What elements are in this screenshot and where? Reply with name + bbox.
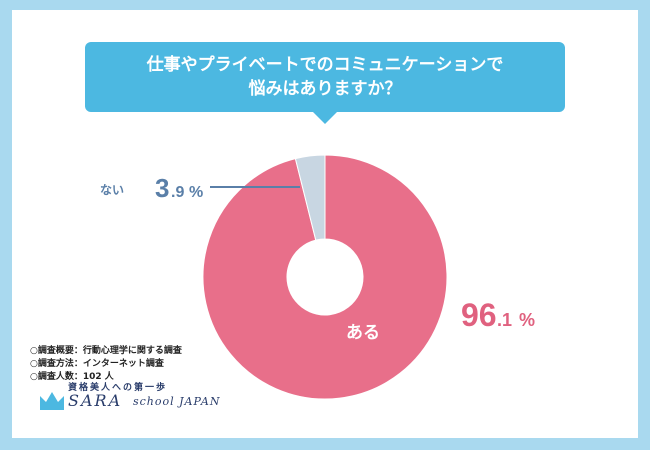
logo-sub: school JAPAN bbox=[133, 395, 221, 408]
survey-line-2: ○調査方法：インターネット調査 bbox=[30, 359, 164, 369]
yes-category-label: ある bbox=[346, 323, 380, 343]
no-value-dec: .9 bbox=[171, 184, 184, 201]
crown-icon bbox=[40, 392, 64, 410]
chart-title: 仕事やプライベートでのコミュニケーションで 悩みはありますか？ bbox=[85, 42, 565, 124]
sara-logo: 資格美人への第一歩 SARA school JAPAN bbox=[38, 380, 228, 420]
donut-hole bbox=[287, 239, 363, 315]
no-category-label: ない bbox=[100, 183, 124, 197]
yes-value-unit: % bbox=[519, 310, 535, 330]
title-line-1: 仕事やプライベートでのコミュニケーションで bbox=[146, 55, 504, 75]
survey-info: ○調査概要：行動心理学に関する調査 ○調査方法：インターネット調査 ○調査人数：… bbox=[30, 345, 182, 384]
survey-line-1: ○調査概要：行動心理学に関する調査 bbox=[30, 346, 182, 356]
survey-line-3: ○調査人数：102 人 bbox=[30, 372, 114, 382]
logo-tagline: 資格美人への第一歩 bbox=[68, 383, 168, 393]
logo-brand: SARA bbox=[68, 391, 123, 410]
no-value-int: 3 bbox=[155, 173, 169, 203]
yes-value-int: 96 bbox=[461, 297, 497, 333]
no-value-unit: % bbox=[189, 184, 203, 201]
yes-value-dec: .1 bbox=[497, 310, 512, 330]
title-line-2: 悩みはありますか？ bbox=[248, 79, 402, 99]
